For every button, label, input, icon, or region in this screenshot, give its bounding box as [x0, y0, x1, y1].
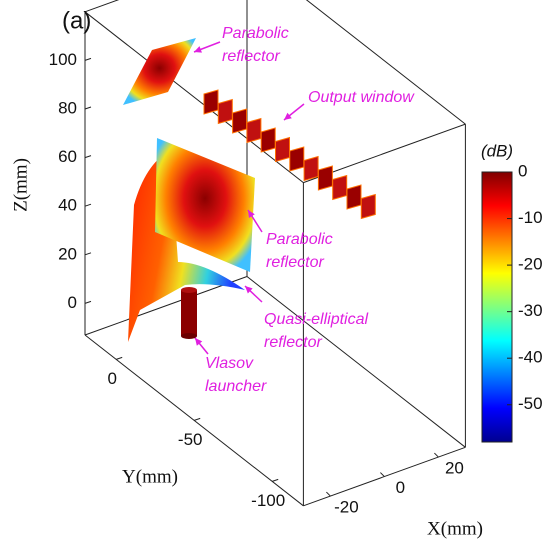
- annotation: reflector: [222, 48, 280, 65]
- annotation: reflector: [264, 334, 322, 351]
- z-tick: [85, 253, 91, 255]
- z-tick-label: 40: [58, 196, 77, 215]
- box-edge: [247, 277, 465, 448]
- x-tick-label: 0: [396, 478, 405, 497]
- z-tick-label: 100: [49, 50, 77, 69]
- window-plate: [304, 157, 318, 181]
- colorbar-tick-label: -10: [518, 208, 543, 227]
- x-tick: [434, 453, 438, 457]
- window-plate: [218, 100, 232, 124]
- y-tick: [194, 418, 200, 420]
- window-plate: [347, 185, 361, 209]
- x-tick-label: -20: [334, 498, 359, 517]
- z-tick: [85, 301, 91, 303]
- window-plate: [261, 128, 275, 152]
- window-plate: [247, 119, 261, 143]
- annotation: Vlasov: [205, 355, 254, 372]
- vlasov-launcher: [181, 287, 197, 339]
- y-tick-label: -50: [178, 430, 203, 449]
- annotation: Quasi-elliptical: [264, 311, 368, 328]
- colorbar-tick-label: -50: [518, 394, 543, 413]
- annotation: reflector: [266, 254, 324, 271]
- box-edge: [85, 0, 247, 12]
- y-tick: [116, 357, 122, 359]
- z-axis-label: Z(mm): [10, 158, 31, 212]
- window-plate: [233, 109, 247, 133]
- colorbar-tick-label: 0: [518, 161, 527, 180]
- z-tick: [85, 107, 91, 109]
- x-tick: [326, 492, 330, 496]
- y-tick: [272, 479, 278, 481]
- z-tick-label: 80: [58, 98, 77, 117]
- panel-label: (a): [62, 7, 91, 34]
- z-tick: [85, 156, 91, 158]
- annotation: Parabolic: [266, 231, 333, 248]
- colorbar-tick-label: -30: [518, 301, 543, 320]
- z-tick-label: 20: [58, 244, 77, 263]
- annotation: Parabolic: [222, 25, 289, 42]
- y-tick-label: -100: [251, 491, 285, 510]
- annotation: Output window: [308, 89, 415, 106]
- window-plate: [318, 166, 332, 190]
- window-plate: [333, 176, 347, 200]
- x-tick-label: 20: [445, 459, 464, 478]
- colorbar-tick-label: -40: [518, 348, 543, 367]
- window-plate: [204, 90, 218, 114]
- parabolic-reflector-top: [123, 38, 196, 105]
- x-axis-label: X(mm): [427, 518, 483, 539]
- y-axis-label: Y(mm): [122, 466, 178, 487]
- z-tick-label: 60: [58, 147, 77, 166]
- z-tick: [85, 58, 91, 60]
- chart: (a) Z(mm) Y(mm) X(mm) (dB) 0 20 40 60 80 100 0…: [0, 0, 548, 542]
- z-tick: [85, 204, 91, 206]
- window-plate: [361, 195, 375, 219]
- window-plate: [290, 147, 304, 171]
- window-plate: [276, 138, 290, 162]
- colorbar-label: (dB): [481, 141, 513, 160]
- z-tick-label: 0: [68, 293, 77, 312]
- y-tick-label: 0: [107, 369, 116, 388]
- colorbar: [482, 172, 512, 442]
- x-tick: [380, 473, 384, 477]
- colorbar-tick-label: -20: [518, 255, 543, 274]
- annotation: launcher: [205, 378, 267, 395]
